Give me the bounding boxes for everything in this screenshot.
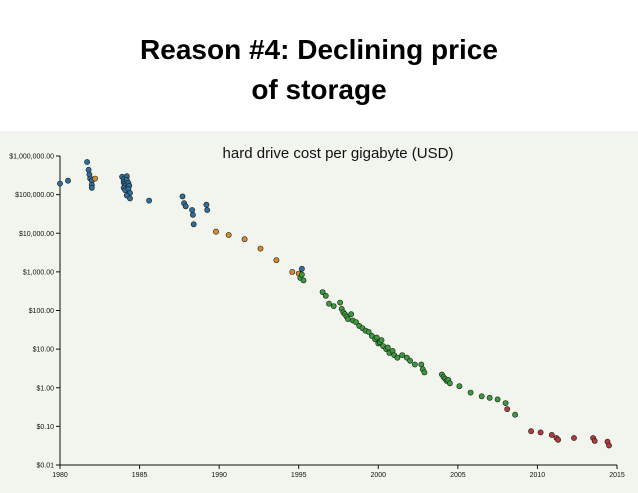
data-point-green xyxy=(494,396,501,403)
y-tick-label: $1,000.00 xyxy=(23,269,54,276)
x-tick-label: 2000 xyxy=(370,472,386,479)
data-point-blue xyxy=(190,221,197,228)
data-point-orange xyxy=(213,228,219,235)
data-point-green xyxy=(319,289,326,295)
x-tick-label: 2015 xyxy=(609,472,625,479)
data-point-blue xyxy=(204,207,211,213)
data-point-green xyxy=(322,292,329,299)
data-point-blue xyxy=(84,159,90,165)
slide-title-line-1: Reason #4: Declining price xyxy=(140,34,498,65)
slide-title-line-2: of storage xyxy=(251,74,387,105)
data-point-green xyxy=(300,277,307,284)
data-point-green xyxy=(373,334,380,341)
data-point-blue xyxy=(57,180,63,187)
data-point-green xyxy=(326,300,332,307)
y-tick-label: $10,000.00 xyxy=(19,231,54,238)
data-point-red xyxy=(606,442,612,449)
data-point-blue xyxy=(189,211,196,218)
data-point-orange xyxy=(273,257,280,264)
data-point-blue xyxy=(203,201,210,208)
data-point-red xyxy=(555,436,561,443)
data-point-blue xyxy=(88,184,95,191)
data-point-green xyxy=(512,411,518,418)
x-tick-label: 1995 xyxy=(291,472,307,479)
data-point-green xyxy=(418,361,425,368)
data-point-orange xyxy=(257,245,264,252)
slide-title: Reason #4: Declining price of storage xyxy=(0,30,638,110)
data-point-green xyxy=(348,311,355,318)
data-point-red xyxy=(537,429,544,436)
data-point-green xyxy=(384,344,391,351)
data-point-blue xyxy=(146,197,152,204)
data-point-blue xyxy=(182,203,189,210)
data-point-blue xyxy=(85,166,92,173)
data-point-red xyxy=(571,435,577,441)
data-point-green xyxy=(467,389,474,396)
scatter-chart: hard drive cost per gigabyte (USD) $1,00… xyxy=(9,145,625,480)
data-point-orange xyxy=(225,232,232,238)
x-tick-label: 2005 xyxy=(450,472,466,479)
x-tick-label: 1980 xyxy=(52,472,68,479)
data-points xyxy=(57,159,612,449)
y-tick-label: $100.00 xyxy=(29,308,54,315)
chart-title: hard drive cost per gigabyte (USD) xyxy=(223,145,454,162)
data-point-green xyxy=(337,299,343,306)
data-point-blue xyxy=(65,177,71,184)
data-point-blue xyxy=(127,195,133,202)
data-point-green xyxy=(298,271,305,278)
data-point-red xyxy=(591,437,598,444)
chart-panel: hard drive cost per gigabyte (USD) $1,00… xyxy=(0,131,638,493)
data-point-red xyxy=(504,406,511,412)
axes: $1,000,000.00 $100,000.00 $10,000.00 $1,000… xyxy=(9,154,625,480)
y-tick-label: $1.00 xyxy=(36,385,54,392)
y-tick-label: $0.10 xyxy=(36,424,54,431)
data-point-blue xyxy=(179,193,186,200)
data-point-green xyxy=(365,328,372,335)
data-point-orange xyxy=(241,236,248,243)
x-tick-label: 2010 xyxy=(530,472,546,479)
data-point-green xyxy=(394,354,401,361)
data-point-green xyxy=(345,316,351,322)
data-point-green xyxy=(407,357,413,364)
data-point-green xyxy=(330,303,337,309)
data-point-blue xyxy=(189,207,195,213)
y-tick-label: $0.01 xyxy=(36,463,54,470)
data-point-green xyxy=(411,361,418,368)
data-point-green xyxy=(353,319,359,325)
data-point-green xyxy=(502,400,509,406)
y-tick-label: $1,000,000.00 xyxy=(9,154,54,161)
y-tick-label: $100,000.00 xyxy=(15,192,54,199)
data-point-red xyxy=(548,431,555,438)
data-point-blue xyxy=(298,265,305,272)
data-point-green xyxy=(478,393,485,400)
x-tick-label: 1985 xyxy=(132,472,148,479)
data-point-green xyxy=(456,383,463,390)
data-point-green xyxy=(399,352,406,358)
y-tick-label: $10.00 xyxy=(33,347,55,354)
data-point-orange xyxy=(289,268,296,275)
data-point-orange xyxy=(92,175,98,182)
data-point-green xyxy=(378,337,385,344)
data-point-red xyxy=(528,428,534,435)
x-tick-label: 1990 xyxy=(211,472,227,479)
data-point-green xyxy=(421,369,428,376)
data-point-green xyxy=(446,380,453,387)
data-point-green xyxy=(486,394,493,401)
